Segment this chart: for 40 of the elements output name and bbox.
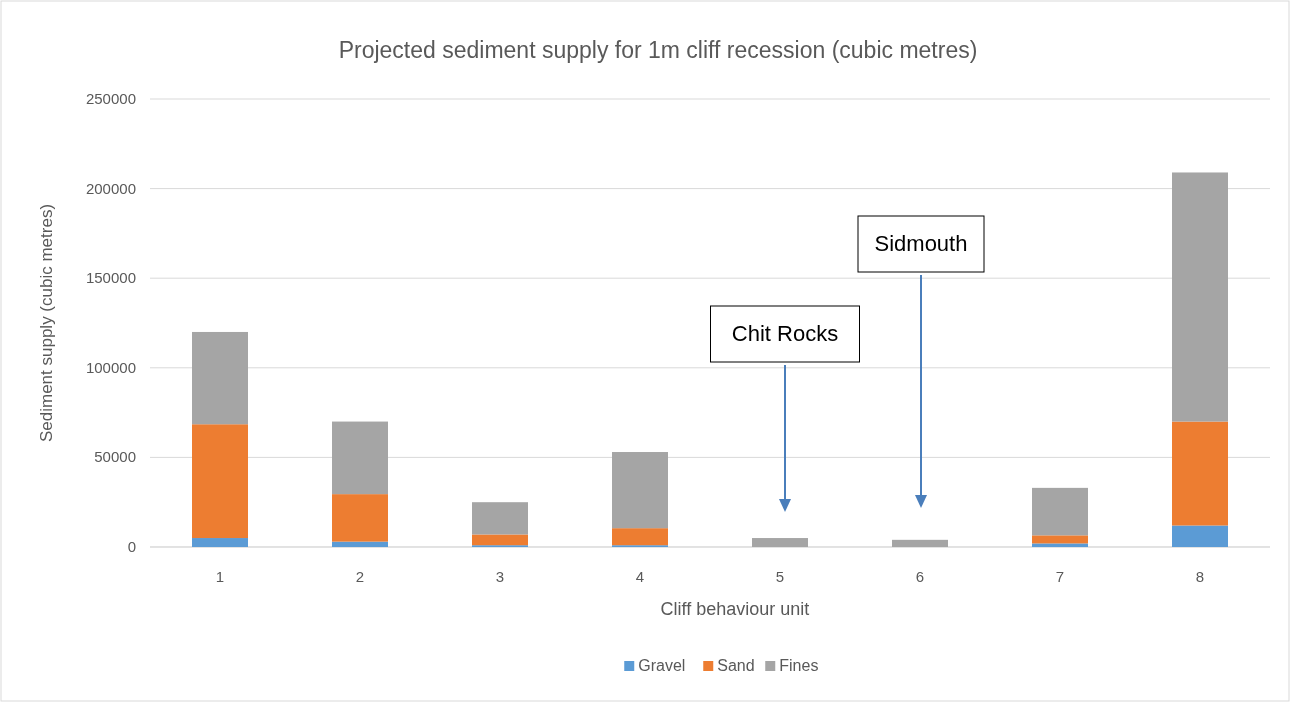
x-tick-label: 7 <box>1055 568 1065 585</box>
bar <box>1172 421 1228 526</box>
x-tick-label: 1 <box>215 568 225 585</box>
y-tick-label: 200000 <box>85 179 136 197</box>
annotation: Chit Rocks <box>731 321 839 346</box>
bar <box>612 452 668 529</box>
x-tick-label: 3 <box>495 568 505 585</box>
y-tick-label: 150000 <box>85 269 136 287</box>
bar <box>612 528 668 546</box>
bar <box>1172 172 1228 422</box>
x-tick-label: 6 <box>915 568 925 585</box>
bar <box>1172 525 1228 547</box>
bar <box>472 534 528 546</box>
y-axis-title: Sediment supply (cubic metres) <box>37 203 56 443</box>
y-tick-label: 50000 <box>94 448 136 466</box>
bar <box>1032 543 1088 547</box>
legend-label: Sand <box>717 657 755 674</box>
x-tick-label: 8 <box>1195 568 1205 585</box>
bar <box>332 494 388 542</box>
y-tick-label: 0 <box>127 538 136 555</box>
legend-label: Gravel <box>638 657 686 674</box>
bar <box>192 538 248 547</box>
bar <box>892 539 948 547</box>
bar <box>472 502 528 535</box>
bar <box>1032 535 1088 544</box>
bar <box>192 424 248 539</box>
y-tick-label: 100000 <box>85 358 136 376</box>
annotation: Sidmouth <box>874 231 968 256</box>
x-tick-label: 2 <box>355 568 365 585</box>
x-axis-title: Cliff behaviour unit <box>660 599 810 619</box>
bar <box>332 421 388 495</box>
x-tick-label: 4 <box>635 568 645 585</box>
legend-label: Fines <box>779 657 819 674</box>
bar <box>332 541 388 547</box>
bar <box>192 331 248 425</box>
chart-title: Projected sediment supply for 1m cliff recession (cubic metres) <box>338 37 978 63</box>
bar <box>1032 487 1088 536</box>
y-tick-label: 250000 <box>85 90 136 107</box>
bar <box>752 538 808 547</box>
x-tick-label: 5 <box>775 568 785 585</box>
